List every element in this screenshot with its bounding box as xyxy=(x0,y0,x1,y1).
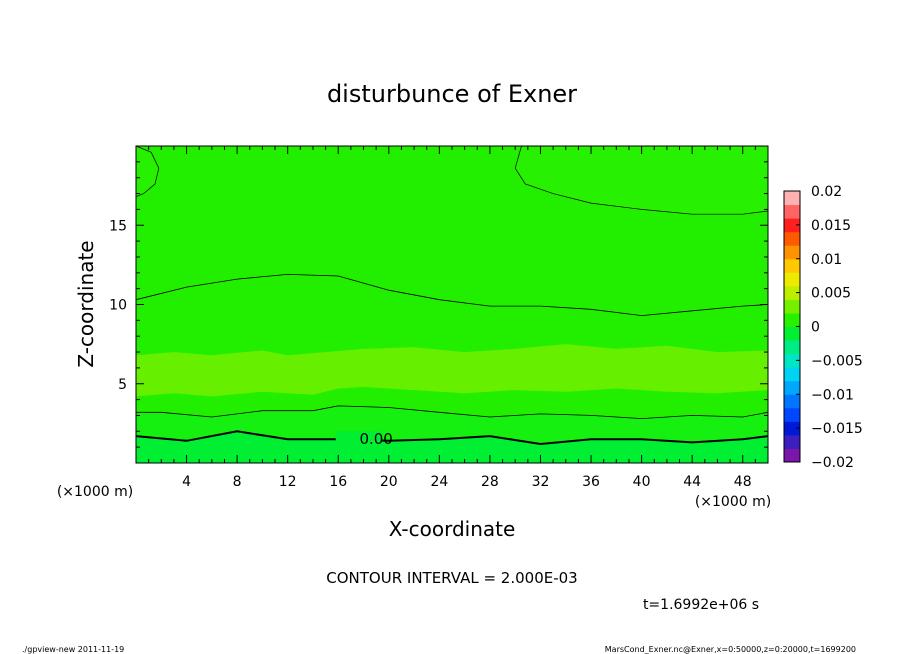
colorbar-tick-label: 0.01 xyxy=(811,252,842,268)
colorbar-tick-label: −0.02 xyxy=(811,455,854,471)
colorbar-segment xyxy=(784,434,800,449)
x-axis-label: X-coordinate xyxy=(389,517,516,541)
colorbar-segment xyxy=(784,258,800,273)
time-text: t=1.6992e+06 s xyxy=(643,597,759,613)
colorbar-segment xyxy=(784,285,800,300)
x-tick-label-4: 4 xyxy=(182,474,191,490)
colorbar-segment xyxy=(784,272,800,287)
contour-line-0.002 xyxy=(136,405,769,420)
x-tick-label-32: 32 xyxy=(532,474,550,490)
colorbar-segment xyxy=(784,448,800,463)
x-tick-label-44: 44 xyxy=(683,474,701,490)
x-tick-label-36: 36 xyxy=(582,474,600,490)
colorbar-segment xyxy=(784,204,800,219)
colorbar-tick-label: 0 xyxy=(811,320,820,336)
fill-region-0-to-0.002 xyxy=(136,405,768,444)
colorbar-segment xyxy=(784,367,800,382)
colorbar-segment xyxy=(784,191,800,206)
colorbar-segment xyxy=(784,394,800,409)
contour-upper-left xyxy=(135,145,160,198)
x-unit-left: (×1000 m) xyxy=(57,484,133,500)
x-tick-label-28: 28 xyxy=(481,474,499,490)
contour-interval-text: CONTOUR INTERVAL = 2.000E-03 xyxy=(326,569,577,587)
colorbar-segment xyxy=(784,340,800,355)
x-tick-label-12: 12 xyxy=(279,474,297,490)
colorbar-tick-label: 0.015 xyxy=(811,218,851,234)
colorbar-tick-label: −0.01 xyxy=(811,387,854,403)
x-tick-label-8: 8 xyxy=(233,474,242,490)
x-unit-right: (×1000 m) xyxy=(695,494,771,510)
colorbar-segment xyxy=(784,353,800,368)
colorbar-tick-label: −0.015 xyxy=(811,421,863,437)
colorbar-segment xyxy=(784,299,800,314)
chart-title: disturbunce of Exner xyxy=(327,80,577,108)
x-tick-label-24: 24 xyxy=(430,474,448,490)
contour-label-background xyxy=(335,431,382,446)
fill-region-above-0.004 xyxy=(136,344,768,397)
colorbar-segment xyxy=(784,218,800,233)
contour-label: 0.00 xyxy=(359,430,392,448)
x-tick-label-40: 40 xyxy=(633,474,651,490)
x-tick-label-48: 48 xyxy=(734,474,752,490)
colorbar-tick-label: −0.005 xyxy=(811,353,863,369)
colorbar-segment xyxy=(784,245,800,260)
x-tick-label-20: 20 xyxy=(380,474,398,490)
colorbar-segment xyxy=(784,380,800,395)
footer-right: MarsCond_Exner.nc@Exner,x=0:50000,z=0:20… xyxy=(605,645,856,654)
y-axis-label: Z-coordinate xyxy=(74,240,98,367)
colorbar-segment xyxy=(784,312,800,327)
y-tick-label-10: 10 xyxy=(109,298,127,314)
colorbar-tick-label: 0.02 xyxy=(811,184,842,200)
colorbar-segment xyxy=(784,421,800,436)
contour-line-0 xyxy=(135,430,769,446)
y-tick-label-15: 15 xyxy=(109,218,127,234)
colorbar-tick-label: 0.005 xyxy=(811,286,851,302)
colorbar-segment xyxy=(784,326,800,341)
y-tick-label-5: 5 xyxy=(118,377,127,393)
colorbar: 0.02 0.015 0.01 0.005 0 −0.005 −0.01 −0.015 −0.0… xyxy=(783,184,863,471)
x-tick-label-16: 16 xyxy=(329,474,347,490)
colorbar-segment xyxy=(784,231,800,246)
contour-line-0.004 xyxy=(135,273,769,317)
footer-left: ./gpview-new 2011-11-19 xyxy=(22,645,124,654)
colorbar-segment xyxy=(784,407,800,422)
